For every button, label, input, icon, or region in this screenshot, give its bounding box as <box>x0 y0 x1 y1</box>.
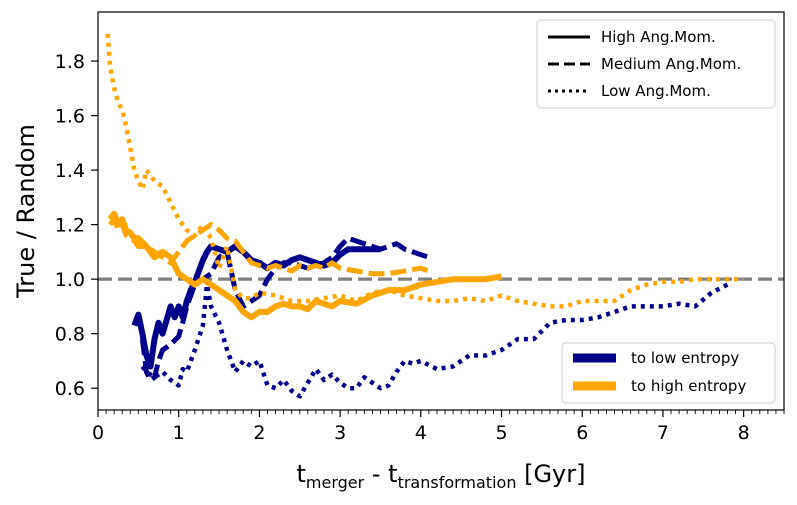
x-tick-label-0: 0 <box>92 422 104 444</box>
y-tick-label-3: 1.2 <box>55 215 85 237</box>
y-tick-label-2: 1.0 <box>55 269 85 291</box>
x-axis-label-main: t <box>297 460 306 488</box>
legend-label-low-entropy: to low entropy <box>631 349 739 367</box>
x-axis-label-sub2: transformation <box>398 473 517 492</box>
series-line-4 <box>108 216 430 277</box>
legend-label-high-entropy: to high entropy <box>631 377 746 395</box>
x-tick-label-6: 6 <box>576 422 588 444</box>
x-tick-label-4: 4 <box>415 422 427 444</box>
y-tick-label-4: 1.4 <box>55 160 85 182</box>
series-layer <box>105 33 744 399</box>
x-axis-label-mid: - t <box>364 460 397 488</box>
x-tick-label-8: 8 <box>738 422 750 444</box>
y-tick-label-1: 0.8 <box>55 324 85 346</box>
legend-linestyle-box <box>536 19 776 109</box>
x-tick-label-3: 3 <box>334 422 346 444</box>
x-tick-label-2: 2 <box>253 422 265 444</box>
legend-label-high: High Ang.Mom. <box>601 28 716 46</box>
y-tick-label-5: 1.6 <box>55 106 85 128</box>
tick-layer: 0 1 2 3 4 5 6 7 8 0.6 0.8 1.0 1.2 1.4 1.6 1.8 <box>55 51 785 444</box>
y-tick-label-0: 0.6 <box>55 378 85 400</box>
x-axis-label: tmerger - ttransformation [Gyr] <box>297 460 586 492</box>
x-axis-label-unit: [Gyr] <box>516 460 585 488</box>
x-tick-label-7: 7 <box>657 422 669 444</box>
legend-label-low: Low Ang.Mom. <box>601 82 711 100</box>
y-tick-label-6: 1.8 <box>55 51 85 73</box>
series-line-5 <box>105 33 744 309</box>
x-axis-label-sub1: merger <box>306 473 365 492</box>
series-line-3 <box>107 210 503 321</box>
x-tick-label-1: 1 <box>173 422 185 444</box>
legend-color: to low entropy to high entropy <box>561 342 776 404</box>
plot-frame <box>97 11 785 411</box>
legend-label-medium: Medium Ang.Mom. <box>601 55 741 73</box>
y-axis-label: True / Random <box>12 124 40 299</box>
series-line-1 <box>139 235 430 383</box>
legend-linestyle: High Ang.Mom. Medium Ang.Mom. Low Ang.Mo… <box>536 19 776 109</box>
x-tick-label-5: 5 <box>495 422 507 444</box>
